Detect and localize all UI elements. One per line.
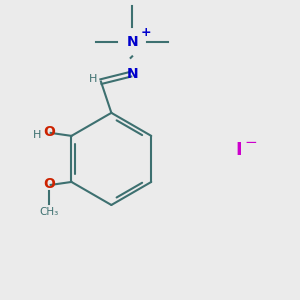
Text: H: H <box>32 130 41 140</box>
Text: −: − <box>245 135 257 150</box>
Text: O: O <box>43 125 55 139</box>
Text: I: I <box>236 141 242 159</box>
Text: N: N <box>126 67 138 81</box>
Text: H: H <box>88 74 97 84</box>
Text: O: O <box>43 177 55 191</box>
Text: +: + <box>141 26 152 39</box>
Text: CH₃: CH₃ <box>40 207 59 217</box>
Text: N: N <box>126 34 138 49</box>
